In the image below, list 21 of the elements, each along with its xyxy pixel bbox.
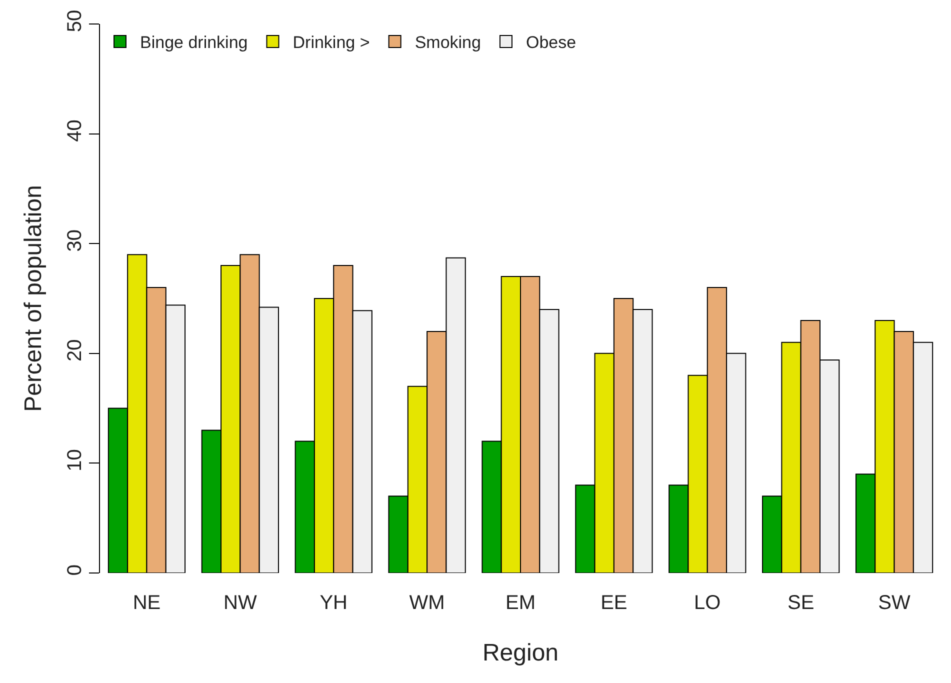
y-tick-label: 10 — [64, 449, 86, 472]
y-tick-label: 30 — [64, 229, 86, 252]
x-tick-label: NW — [224, 592, 257, 614]
x-tick-label: WM — [409, 592, 445, 614]
y-tick-label: 40 — [64, 120, 86, 142]
y-axis-title: Percent of population — [20, 185, 48, 412]
legend-label: Binge drinking — [140, 33, 248, 52]
x-tick-label: EM — [506, 592, 536, 614]
legend-label: Smoking — [414, 33, 481, 52]
legend-label: Obese — [526, 33, 576, 52]
legend-label: Drinking > — [292, 33, 370, 52]
y-tick-label: 20 — [64, 339, 86, 362]
x-axis-title: Region — [482, 639, 559, 666]
x-tick-label: SE — [787, 592, 814, 614]
x-tick-label: LO — [694, 592, 721, 614]
y-tick-label: 0 — [64, 564, 86, 576]
x-tick-label: SW — [878, 592, 911, 614]
x-tick-label: YH — [320, 592, 348, 614]
y-tick-label: 50 — [64, 10, 86, 32]
x-tick-label: EE — [600, 592, 628, 614]
x-tick-label: NE — [132, 592, 161, 614]
